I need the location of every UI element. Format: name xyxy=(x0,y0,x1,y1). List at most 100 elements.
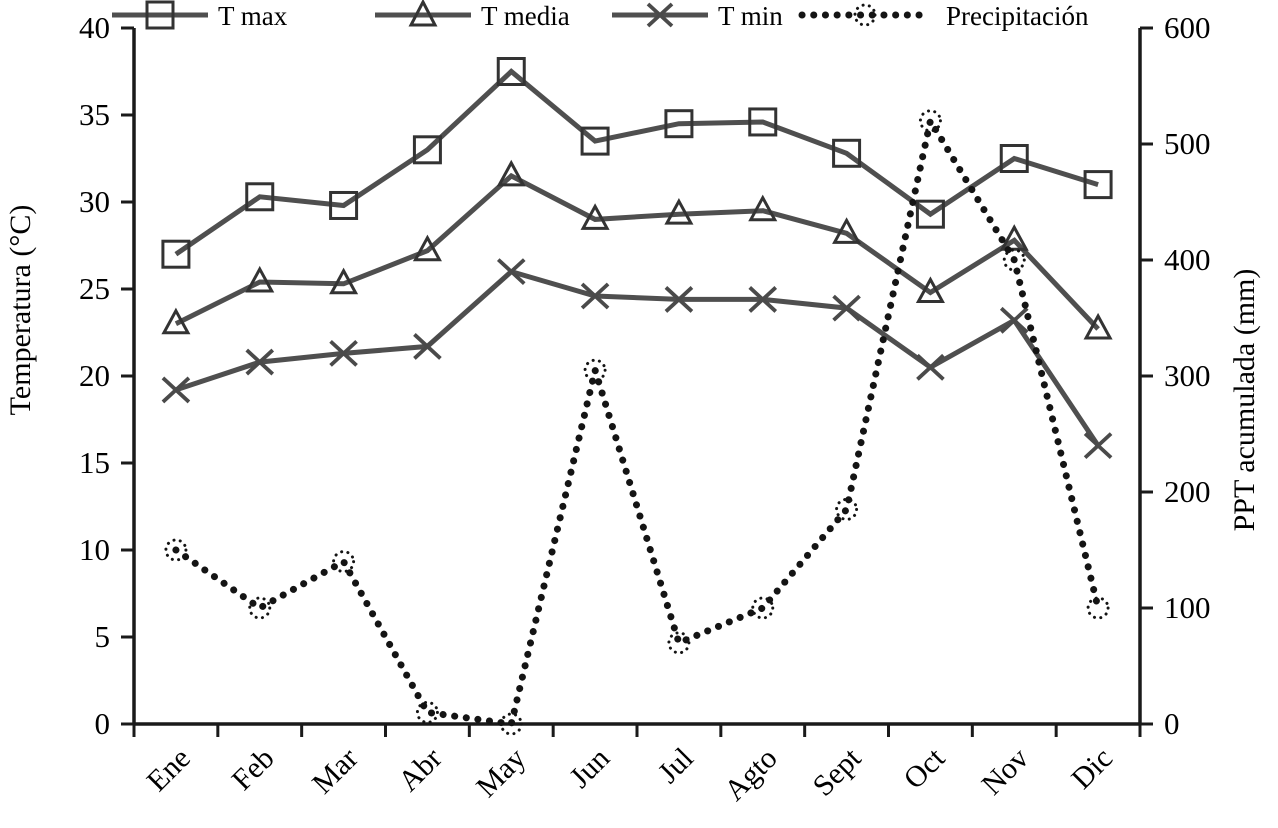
triangle-marker-icon xyxy=(408,0,438,27)
square-marker-icon xyxy=(245,182,275,212)
dotted-circle-marker-icon xyxy=(918,109,942,133)
legend-label-t-media: T media xyxy=(481,1,570,31)
month-label: Jul xyxy=(652,742,700,790)
series-t-min xyxy=(161,258,1113,459)
legend-item-t-min: T min xyxy=(612,1,783,31)
dotted-circle-marker-icon xyxy=(751,596,775,620)
square-marker-icon xyxy=(832,138,862,168)
square-marker-icon xyxy=(580,126,610,156)
x-marker-icon xyxy=(329,339,358,367)
right-axis-tick-label: 100 xyxy=(1164,590,1211,625)
x-marker-icon xyxy=(161,376,191,404)
right-axis-title: PPT acumulada (mm) xyxy=(1228,269,1261,532)
dotted-circle-marker-icon xyxy=(1002,248,1026,272)
left-axis-title: Temperatura (°C) xyxy=(4,205,37,416)
dotted-circle-marker-icon xyxy=(667,631,691,655)
square-marker-icon xyxy=(329,190,359,220)
series-t-media xyxy=(161,159,1113,340)
left-axis-tick-label: 35 xyxy=(79,97,110,132)
square-marker-icon xyxy=(161,239,191,269)
dotted-circle-marker-icon xyxy=(499,712,523,736)
x-marker-icon xyxy=(646,2,674,28)
x-marker-icon xyxy=(999,306,1029,334)
right-axis-tick-label: 300 xyxy=(1164,358,1211,393)
dotted-circle-marker-icon xyxy=(583,358,607,382)
right-axis-tick-label: 500 xyxy=(1164,126,1211,161)
month-label: Agto xyxy=(718,742,784,808)
left-axis-tick-label: 20 xyxy=(79,358,110,393)
month-label: Feb xyxy=(226,742,281,797)
x-marker-icon xyxy=(1083,432,1113,459)
left-axis-tick-label: 40 xyxy=(79,10,110,45)
dotted-circle-marker-icon xyxy=(853,3,877,27)
dotted-circle-marker-icon xyxy=(415,700,439,724)
legend-label-precipitacion: Precipitación xyxy=(946,1,1089,31)
legend-label-t-min: T min xyxy=(718,1,783,31)
square-marker-icon xyxy=(915,199,945,229)
month-label: Sept xyxy=(806,741,868,803)
x-marker-icon xyxy=(748,286,778,313)
month-labels: Ene Feb Mar Abr May Jun Jul Agto Sept Oct Nov Dic xyxy=(141,741,1119,807)
month-label: Jun xyxy=(563,742,616,795)
triangle-marker-icon xyxy=(496,159,526,187)
month-label: Oct xyxy=(897,741,951,795)
series-line xyxy=(174,68,1099,257)
x-marker-icon xyxy=(245,348,275,376)
month-label: Nov xyxy=(975,742,1035,802)
square-marker-icon xyxy=(412,135,442,165)
legend-item-precipitacion: Precipitación xyxy=(798,1,1089,31)
x-marker-icon xyxy=(664,286,694,313)
square-marker-icon xyxy=(145,0,175,30)
triangle-marker-icon xyxy=(664,198,694,225)
x-marker-icon xyxy=(832,294,861,322)
dotted-circle-marker-icon xyxy=(164,538,188,562)
legend-item-t-max: T max xyxy=(112,0,288,31)
data-series xyxy=(161,57,1113,736)
triangle-marker-icon xyxy=(832,217,862,244)
legend-item-t-media: T media xyxy=(375,0,570,31)
dotted-circle-marker-icon xyxy=(1086,596,1110,620)
x-marker-icon xyxy=(496,258,526,285)
square-marker-icon xyxy=(664,109,694,139)
month-label: Dic xyxy=(1065,742,1119,796)
triangle-marker-icon xyxy=(329,267,359,295)
month-label: Mar xyxy=(306,742,365,801)
triangle-marker-icon xyxy=(1083,312,1113,340)
triangle-marker-icon xyxy=(580,203,610,230)
dotted-circle-marker-icon xyxy=(248,596,272,620)
triangle-marker-icon xyxy=(245,265,275,293)
x-marker-icon xyxy=(580,282,610,310)
series-line xyxy=(174,172,1100,331)
left-axis-tick-label: 5 xyxy=(95,619,111,654)
right-axis-tick-label: 400 xyxy=(1164,242,1211,277)
legend-label-t-max: T max xyxy=(218,1,288,31)
left-axis-tick-label: 15 xyxy=(79,445,110,480)
left-axis-tick-label: 0 xyxy=(95,706,111,741)
square-marker-icon xyxy=(1083,170,1113,200)
x-marker-icon xyxy=(413,333,442,360)
x-marker-icon xyxy=(916,353,945,381)
triangle-marker-icon xyxy=(161,307,191,335)
series-line xyxy=(172,111,1102,728)
triangle-marker-icon xyxy=(915,276,945,303)
right-axis-tick-label: 200 xyxy=(1164,474,1211,509)
month-label: Abr xyxy=(392,742,448,798)
triangle-marker-icon xyxy=(412,234,442,262)
triangle-marker-icon xyxy=(999,224,1029,251)
month-label: Ene xyxy=(141,742,197,798)
triangle-marker-icon xyxy=(748,194,778,222)
square-marker-icon xyxy=(748,107,778,137)
right-axis-tick-label: 600 xyxy=(1164,10,1211,45)
square-marker-icon xyxy=(496,57,526,86)
left-axis-tick-label: 25 xyxy=(79,271,110,306)
series-line xyxy=(175,268,1101,447)
month-label: May xyxy=(470,742,532,804)
square-marker-icon xyxy=(999,144,1029,173)
dotted-circle-marker-icon xyxy=(332,550,356,574)
left-axis-tick-label: 10 xyxy=(79,532,110,567)
series-t-max xyxy=(161,57,1113,269)
dotted-circle-marker-icon xyxy=(835,497,859,521)
